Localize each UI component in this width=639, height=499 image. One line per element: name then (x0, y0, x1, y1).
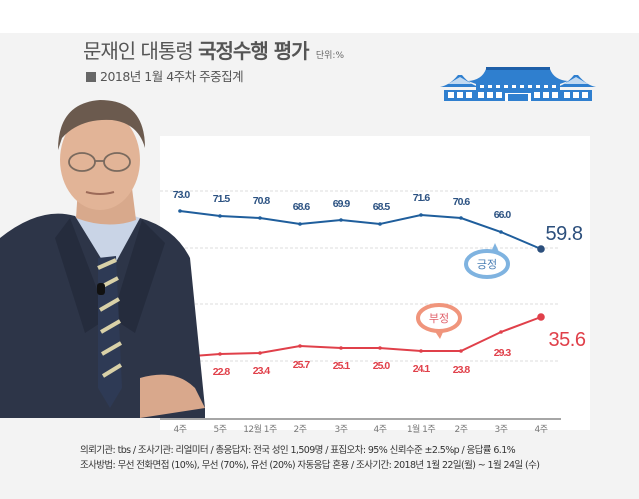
survey-footnote: 의뢰기관: tbs / 조사기관: 리얼미터 / 총응답자: 전국 성인 1,5… (0, 443, 639, 473)
gridlines (160, 190, 560, 362)
x-tick-3: 2주 (293, 424, 306, 435)
positive-line (179, 210, 542, 250)
x-tick-7: 2주 (454, 424, 467, 435)
x-tick-9: 4주 (534, 424, 547, 435)
pos-label-0: 73.0 (173, 189, 191, 201)
neg-label-4: 25.1 (333, 360, 351, 372)
unit-label: 단위:% (315, 51, 345, 61)
neg-label-1: 22.8 (213, 366, 231, 378)
footnote-line-2: 조사방법: 무선 전화면접 (10%), 무선 (70%), 유선 (20%) … (80, 460, 540, 471)
pos-label-4: 69.9 (333, 198, 351, 210)
negative-line (179, 316, 542, 358)
title-bold: 국정수행 평가 (198, 39, 309, 63)
president-portrait-image (0, 100, 205, 418)
positive-legend-bubble: 긍정 (464, 243, 510, 279)
pos-label-8: 66.0 (494, 209, 512, 221)
negative-legend-bubble: 부정 (416, 303, 462, 339)
footnote-line-1: 의뢰기관: tbs / 조사기관: 리얼미터 / 총응답자: 전국 성인 1,5… (80, 445, 516, 456)
neg-label-last: 35.6 (549, 329, 586, 351)
x-tick-6: 1월 1주 (407, 423, 436, 435)
chart-title: 문재인 대통령 국정수행 평가 단위:% (83, 35, 344, 64)
pos-label-6: 71.6 (413, 192, 431, 204)
pos-label-2: 70.8 (253, 195, 271, 207)
positive-markers (178, 209, 545, 253)
negative-legend-label: 부정 (429, 312, 449, 325)
neg-label-3: 25.7 (293, 359, 311, 371)
pos-label-last: 59.8 (546, 223, 583, 245)
x-tick-1: 5주 (213, 424, 226, 435)
neg-label-2: 23.4 (253, 365, 271, 377)
neg-label-7: 23.8 (453, 364, 471, 376)
neg-label-8: 29.3 (494, 347, 512, 359)
square-bullet-icon (86, 72, 96, 82)
pos-label-3: 68.6 (293, 201, 311, 213)
pos-label-7: 70.6 (453, 196, 471, 208)
neg-label-5: 25.0 (373, 360, 391, 372)
pos-label-5: 68.5 (373, 201, 391, 213)
x-tick-2: 12월 1주 (243, 423, 277, 435)
positive-value-labels: 73.0 71.5 70.8 68.6 69.9 68.5 71.6 70.6 … (173, 189, 584, 245)
negative-markers (178, 313, 545, 359)
x-tick-5: 4주 (373, 424, 386, 435)
subtitle-text: 2018년 1월 4주차 주중집계 (100, 69, 244, 84)
x-tick-8: 3주 (494, 424, 507, 435)
title-light: 문재인 대통령 (83, 39, 194, 63)
x-tick-4: 3주 (334, 424, 347, 435)
chart-panel (160, 136, 590, 430)
chart-subtitle: 2018년 1월 4주차 주중집계 (86, 66, 244, 85)
positive-legend-label: 긍정 (477, 258, 497, 271)
neg-label-6: 24.1 (413, 363, 431, 375)
blue-house-icon (440, 67, 596, 101)
x-tick-0: 4주 (173, 424, 186, 435)
pos-label-1: 71.5 (213, 193, 231, 205)
negative-value-labels: 21.4 22.8 23.4 25.7 25.1 25.0 24.1 23.8 … (173, 329, 587, 379)
x-tick-labels: 4주 5주 12월 1주 2주 3주 4주 1월 1주 2주 3주 4주 (173, 423, 548, 435)
